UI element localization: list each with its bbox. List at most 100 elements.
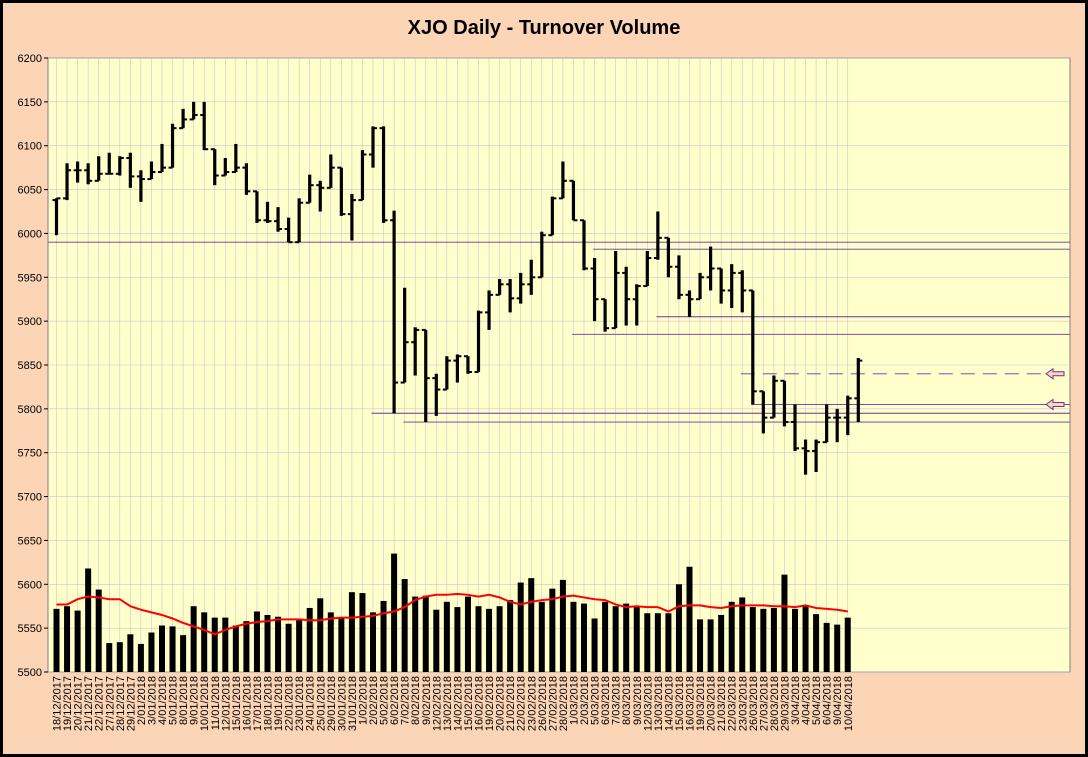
x-tick-label: 23/01/2018 <box>294 676 306 731</box>
ohlc-bar <box>421 328 430 423</box>
ohlc-bar <box>622 266 631 326</box>
volume-bar <box>359 593 366 672</box>
y-tick-label: 5500 <box>18 667 42 679</box>
volume-bar <box>401 579 408 672</box>
ohlc-bar <box>337 166 346 216</box>
volume-bar <box>127 634 134 672</box>
ohlc-bar <box>854 357 863 423</box>
volume-bar <box>74 610 81 672</box>
y-tick-label: 5900 <box>18 316 42 328</box>
ohlc-bar <box>791 404 799 451</box>
chart-title: XJO Daily - Turnover Volume <box>407 17 681 39</box>
ohlc-bar <box>485 290 494 330</box>
ohlc-bar <box>516 272 525 304</box>
x-tick-label: 16/03/2018 <box>685 676 697 731</box>
x-tick-label: 10/01/2018 <box>199 676 211 731</box>
volume-bar <box>623 603 630 672</box>
volume-bar <box>475 606 482 672</box>
ohlc-bar <box>717 267 726 304</box>
x-tick-label: 29/01/2018 <box>326 676 338 731</box>
y-tick-label: 6150 <box>18 97 42 109</box>
x-tick-label: 29/03/2018 <box>779 676 791 731</box>
y-tick-label: 5950 <box>18 272 42 284</box>
volume-bar <box>275 616 282 672</box>
ohlc-bar <box>643 250 652 288</box>
volume-bar <box>802 606 809 672</box>
ohlc-bar <box>84 163 93 185</box>
x-tick-label: 28/02/2018 <box>558 676 570 731</box>
ohlc-bar <box>664 236 673 278</box>
x-tick-label: 7/02/2018 <box>400 676 412 725</box>
volume-bar <box>454 607 461 672</box>
y-tick-label: 5850 <box>18 360 42 372</box>
x-tick-label: 27/12/2017 <box>104 676 116 731</box>
volume-bar <box>412 596 419 672</box>
volume-bar <box>707 619 714 672</box>
volume-bar <box>264 614 271 672</box>
ohlc-bar <box>495 279 504 296</box>
x-tick-label: 16/01/2018 <box>241 676 253 731</box>
x-tick-label: 5/02/2018 <box>379 676 391 725</box>
volume-bar <box>370 612 376 672</box>
ohlc-bar <box>284 217 293 244</box>
x-tick-label: 19/12/2017 <box>62 676 74 731</box>
volume-ma-line <box>56 592 848 636</box>
x-tick-label: 18/01/2018 <box>263 676 275 731</box>
y-tick-label: 5700 <box>18 492 42 504</box>
ohlc-bar <box>474 310 483 374</box>
ohlc-bar <box>558 161 567 200</box>
volume-bar <box>222 617 229 672</box>
ohlc-bar <box>158 143 166 174</box>
volume-bar <box>517 582 524 672</box>
x-tick-label: 19/03/2018 <box>695 676 707 731</box>
x-tick-label: 27/02/2018 <box>547 676 559 731</box>
ohlc-bar <box>748 289 757 405</box>
x-tick-label: 29/12/2017 <box>125 676 137 731</box>
ohlc-bar <box>263 201 272 223</box>
x-tick-label: 7/03/2018 <box>611 676 623 725</box>
x-tick-label: 10/04/2018 <box>843 676 855 731</box>
ohlc-bar <box>231 143 240 174</box>
x-tick-label: 20/03/2018 <box>706 676 718 731</box>
volume-bar <box>654 613 661 672</box>
ohlc-bar <box>685 290 694 317</box>
y-tick-label: 5550 <box>18 623 42 635</box>
ohlc-bar <box>63 163 72 201</box>
x-tick-label: 22/03/2018 <box>727 676 739 731</box>
x-tick-label: 5/04/2018 <box>811 676 823 725</box>
x-tick-label: 26/02/2018 <box>537 676 549 731</box>
x-tick-label: 23/02/2018 <box>526 676 538 731</box>
ohlc-bar <box>358 150 367 202</box>
ohlc-bar <box>706 246 715 291</box>
volume-bar <box>190 606 197 672</box>
ohlc-bar <box>126 152 135 188</box>
y-tick-label: 6000 <box>18 228 42 240</box>
ohlc-bar <box>242 163 251 195</box>
y-tick-label: 5650 <box>18 535 42 547</box>
level-arrow-marker <box>1045 398 1065 411</box>
volume-bar <box>675 584 682 672</box>
ohlc-bar <box>759 390 768 434</box>
ohlc-bar <box>210 148 219 186</box>
volume-bar <box>665 613 672 672</box>
ohlc-bar <box>696 272 705 301</box>
volume-bar <box>644 613 651 672</box>
ohlc-bar <box>52 197 61 236</box>
volume-bar <box>433 609 440 672</box>
volume-bar <box>211 617 218 672</box>
volume-bar <box>317 598 324 672</box>
ohlc-bar <box>590 257 599 322</box>
y-tick-label: 5750 <box>18 448 42 460</box>
ohlc-bar <box>274 207 283 232</box>
volume-bar <box>348 592 355 672</box>
volume-bar <box>507 600 514 672</box>
x-tick-label: 21/03/2018 <box>716 676 728 731</box>
x-tick-label: 1/02/2018 <box>357 676 369 725</box>
x-tick-label: 14/02/2018 <box>452 676 464 731</box>
x-tick-label: 6/03/2018 <box>600 676 612 725</box>
volume-bar <box>792 608 798 672</box>
x-tick-label: 22/12/2017 <box>94 676 106 731</box>
x-tick-label: 16/02/2018 <box>474 676 486 731</box>
volume-bar <box>781 574 788 672</box>
